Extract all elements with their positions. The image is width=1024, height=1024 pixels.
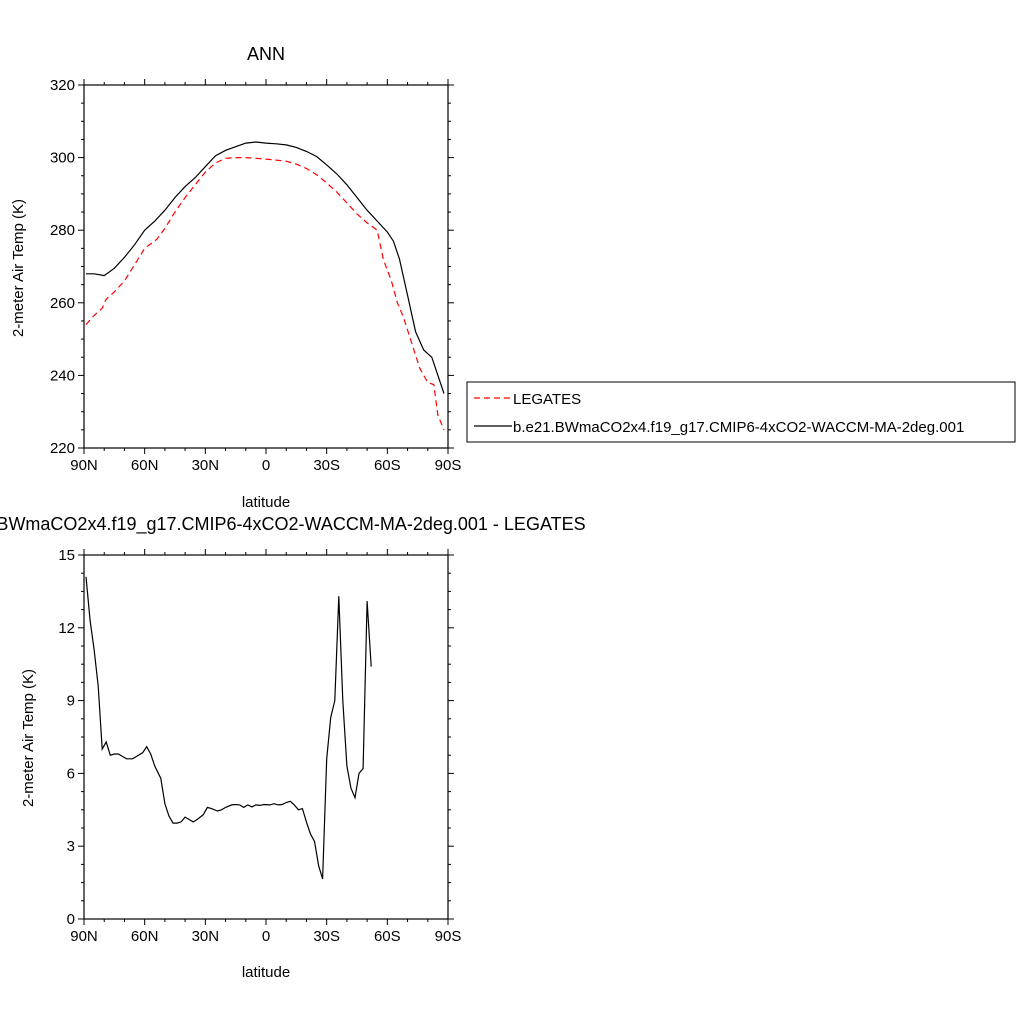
series-line-legates — [85, 157, 445, 431]
bottom-chart-y-axis-label: 2-meter Air Temp (K) — [20, 669, 37, 807]
x-tick-label: 60N — [131, 928, 159, 945]
y-tick-label: 12 — [58, 620, 75, 637]
x-tick-label: 0 — [262, 928, 270, 945]
bottom-chart-title: b.e21.BWmaCO2x4.f19_g17.CMIP6-4xCO2-WACC… — [0, 514, 586, 535]
x-tick-label: 30S — [313, 457, 340, 474]
legend-label-legates: LEGATES — [513, 391, 581, 408]
y-tick-label: 9 — [67, 693, 75, 710]
y-tick-label: 6 — [67, 765, 75, 782]
x-tick-label: 60N — [131, 457, 159, 474]
y-tick-label: 240 — [50, 367, 75, 384]
x-tick-label: 30N — [192, 928, 220, 945]
y-tick-label: 3 — [67, 838, 75, 855]
series-line-model — [86, 141, 445, 394]
y-tick-label: 260 — [50, 295, 75, 312]
x-tick-label: 90S — [435, 928, 462, 945]
plot-frame — [83, 554, 449, 920]
bottom-chart: b.e21.BWmaCO2x4.f19_g17.CMIP6-4xCO2-WACC… — [0, 514, 586, 981]
x-tick-label: 90S — [435, 457, 462, 474]
x-tick-label: 90N — [70, 928, 98, 945]
x-tick-label: 60S — [374, 457, 401, 474]
top-chart: ANN 2-meter Air Temp (K) latitude 90N 60N… — [10, 44, 1016, 511]
bottom-chart-axes: 90N 60N 30N 0 30S 60S 90S 0 3 6 9 12 15 — [58, 547, 461, 945]
y-tick-label: 320 — [50, 77, 75, 94]
top-chart-title: ANN — [247, 44, 285, 64]
x-tick-label: 60S — [374, 928, 401, 945]
series-line-difference — [85, 576, 372, 880]
y-tick-label: 300 — [50, 150, 75, 167]
x-tick-label: 30N — [192, 457, 220, 474]
x-tick-label: 0 — [262, 457, 270, 474]
plot-frame — [83, 84, 449, 449]
legend-box — [466, 381, 1016, 443]
top-chart-axes: 90N 60N 30N 0 30S 60S 90S 220 240 260 280 300 320 — [50, 77, 461, 474]
y-tick-label: 280 — [50, 222, 75, 239]
top-chart-y-axis-label: 2-meter Air Temp (K) — [10, 199, 27, 337]
y-tick-label: 220 — [50, 440, 75, 457]
y-tick-label: 0 — [67, 911, 75, 928]
bottom-chart-x-axis-label: latitude — [242, 964, 290, 981]
top-chart-x-axis-label: latitude — [242, 494, 290, 511]
legend-label-model: b.e21.BWmaCO2x4.f19_g17.CMIP6-4xCO2-WACC… — [513, 419, 964, 436]
x-tick-label: 30S — [313, 928, 340, 945]
top-chart-lines — [85, 141, 445, 431]
bottom-chart-lines — [85, 576, 372, 880]
y-tick-label: 15 — [58, 547, 75, 564]
x-tick-label: 90N — [70, 457, 98, 474]
legend: LEGATES b.e21.BWmaCO2x4.f19_g17.CMIP6-4x… — [466, 381, 1016, 443]
